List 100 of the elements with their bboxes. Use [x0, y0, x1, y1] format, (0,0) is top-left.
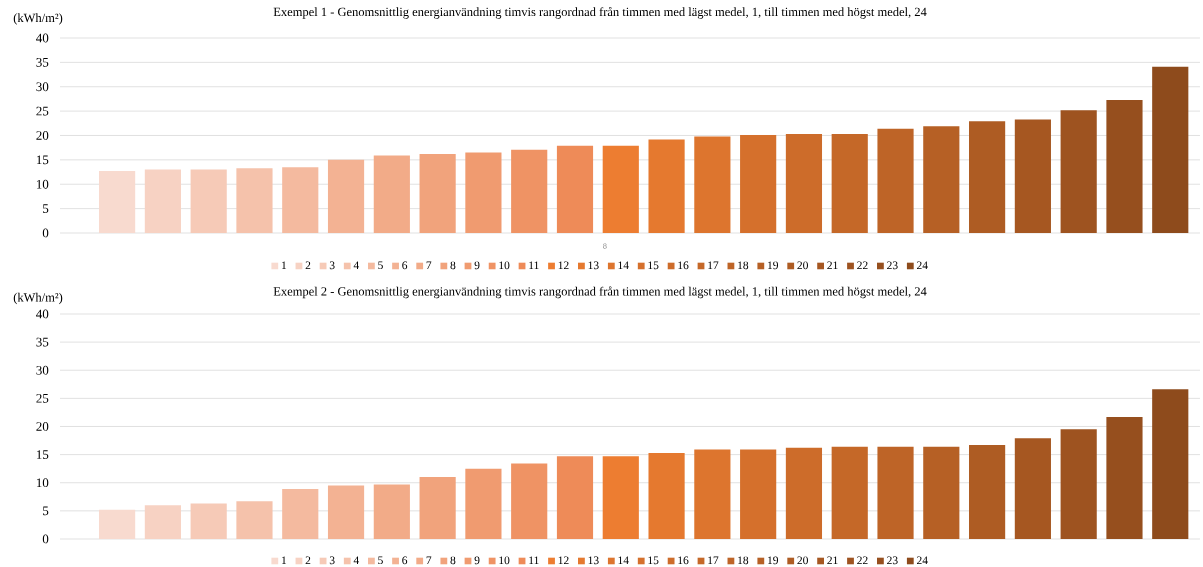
legend-label: 17	[708, 556, 719, 565]
bar	[785, 447, 823, 539]
bar	[419, 154, 456, 233]
legend-label: 10	[499, 556, 510, 565]
bar	[373, 155, 410, 233]
bar	[923, 126, 960, 233]
legend-label: 24	[917, 556, 928, 565]
legend-label: 18	[738, 556, 749, 565]
legend-label: 19	[768, 261, 779, 270]
y-axis-title: (kWh/m²)	[13, 292, 63, 305]
bar	[99, 509, 136, 539]
y-tick-label: 30	[36, 365, 49, 375]
bar	[190, 169, 227, 233]
y-tick-label: 15	[36, 450, 49, 459]
bar	[556, 456, 594, 539]
legend-label: 2	[305, 556, 311, 565]
legend-label: 17	[708, 261, 719, 270]
legend-label: 13	[588, 261, 599, 270]
bar	[1060, 429, 1097, 539]
legend-label: 15	[648, 261, 659, 270]
legend-label: 1	[282, 261, 287, 270]
legend-label: 3	[329, 556, 335, 565]
bar	[1014, 438, 1051, 539]
y-tick-label: 20	[36, 422, 49, 431]
legend-label: 4	[353, 556, 360, 565]
legend-label: 9	[474, 261, 480, 270]
bar	[969, 121, 1006, 233]
y-tick-label: 10	[36, 478, 49, 488]
legend-label: 14	[618, 556, 629, 565]
legend-label: 12	[558, 556, 569, 565]
bar	[648, 452, 685, 539]
legend-label: 14	[618, 261, 629, 270]
bar	[785, 134, 823, 233]
y-tick-label: 0	[42, 534, 49, 544]
y-tick-label: 20	[36, 131, 49, 140]
bar	[465, 468, 502, 539]
legend-label: 23	[887, 556, 898, 565]
legend-label: 13	[588, 556, 599, 565]
legend-label: 16	[678, 556, 689, 565]
bar	[831, 446, 868, 539]
legend-label: 7	[426, 261, 432, 269]
y-tick-label: 30	[36, 82, 49, 92]
legend-label: 12	[558, 261, 569, 270]
bar	[511, 149, 548, 233]
bar	[236, 501, 273, 539]
legend-label: 6	[402, 556, 408, 565]
bar	[144, 505, 181, 539]
bar	[740, 135, 777, 233]
bar	[923, 446, 960, 539]
legend-label: 3	[329, 261, 335, 270]
legend-label: 20	[797, 261, 808, 270]
legend-label: 10	[499, 261, 510, 270]
legend-label: 11	[529, 556, 539, 565]
bar	[1060, 110, 1097, 233]
legend-label: 20	[797, 556, 808, 565]
y-tick-label: 35	[36, 337, 49, 347]
bar	[877, 128, 914, 233]
y-tick-label: 15	[36, 155, 49, 165]
y-tick-label: 0	[42, 228, 49, 238]
y-axis-title: (kWh/m²)	[13, 13, 63, 25]
bar	[465, 152, 502, 233]
legend-label: 1	[282, 556, 287, 565]
legend-label: 22	[857, 556, 868, 565]
y-tick-label: 25	[36, 393, 49, 403]
bar	[877, 446, 914, 539]
y-tick-label: 40	[36, 309, 49, 319]
legend-label: 8	[450, 556, 456, 565]
legend-label: 5	[378, 261, 383, 270]
bar	[282, 167, 319, 233]
bar	[511, 463, 548, 539]
bar	[236, 168, 273, 233]
legend-label: 9	[474, 556, 480, 565]
legend-label: 15	[648, 556, 659, 565]
bar	[327, 485, 365, 539]
y-tick-label: 5	[43, 506, 49, 516]
bar	[1106, 416, 1143, 539]
legend-label: 4	[353, 261, 360, 270]
chart-title: Exempel 1 - Genomsnittlig energianvändning timvis rangordnad från timmen med lägst medel, 1, till timmen med högst medel, 24	[273, 6, 927, 19]
bar	[373, 484, 410, 539]
y-tick-label: 5	[43, 204, 49, 213]
legend-label: 24	[917, 261, 928, 270]
text: 8	[603, 243, 607, 249]
legend-label: 21	[827, 556, 838, 565]
legend-label: 5	[378, 556, 383, 565]
legend-label: 22	[857, 261, 868, 270]
legend-label: 21	[827, 261, 838, 270]
bar	[740, 449, 777, 539]
legend-label: 23	[887, 261, 898, 270]
legend-label: 16	[678, 261, 689, 270]
y-tick-label: 40	[36, 33, 49, 43]
bar	[969, 445, 1006, 539]
legend-label: 18	[738, 261, 749, 270]
legend-label: 11	[529, 261, 539, 270]
y-tick-label: 35	[36, 58, 49, 67]
bar	[190, 503, 227, 539]
legend-label: 2	[305, 261, 311, 270]
bar	[99, 171, 136, 233]
legend-label: 6	[402, 261, 408, 270]
y-tick-label: 10	[36, 179, 49, 189]
bar	[831, 134, 868, 233]
